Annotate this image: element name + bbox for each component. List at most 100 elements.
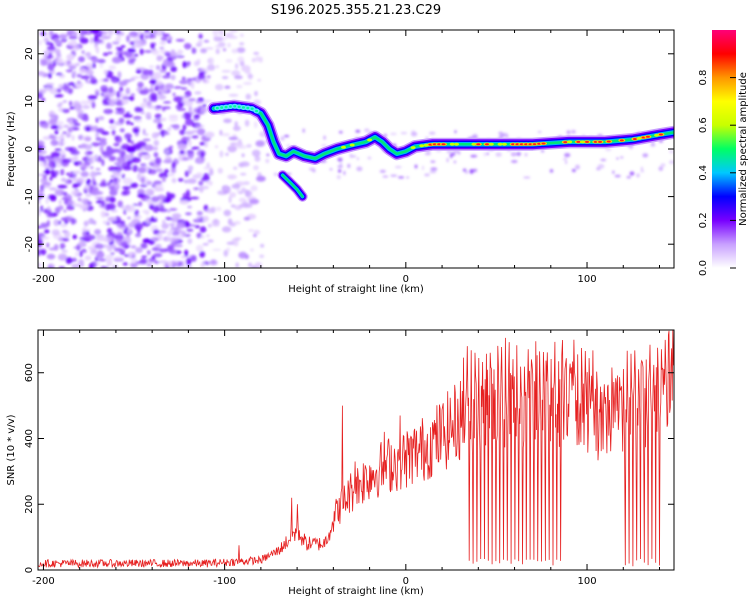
noise-blob bbox=[155, 80, 163, 86]
noise-blob bbox=[82, 237, 91, 243]
noise-blob bbox=[68, 35, 78, 40]
noise-blob bbox=[207, 239, 214, 243]
spectrogram-y-tick-label: -10 bbox=[24, 188, 35, 204]
noise-blob bbox=[97, 59, 106, 64]
noise-blob bbox=[134, 119, 143, 123]
noise-blob bbox=[505, 134, 509, 139]
figure-title: S196.2025.355.21.23.C29 bbox=[271, 3, 441, 18]
noise-blob bbox=[233, 125, 241, 131]
noise-blob bbox=[241, 187, 247, 193]
noise-blob bbox=[67, 63, 78, 69]
noise-blob bbox=[253, 121, 258, 129]
noise-blob bbox=[53, 219, 60, 227]
noise-blob bbox=[181, 76, 186, 81]
noise-blob bbox=[430, 160, 436, 164]
noise-blob bbox=[38, 173, 41, 177]
noise-blob bbox=[38, 200, 41, 205]
noise-blob bbox=[111, 129, 116, 136]
noise-blob bbox=[215, 48, 220, 55]
noise-blob bbox=[210, 259, 217, 265]
noise-blob bbox=[130, 122, 134, 126]
noise-blob bbox=[640, 166, 643, 170]
noise-blob bbox=[87, 201, 93, 205]
noise-blob bbox=[45, 197, 49, 205]
noise-blob bbox=[63, 124, 70, 128]
noise-blob bbox=[225, 59, 233, 63]
noise-blob bbox=[66, 30, 75, 35]
noise-blob bbox=[200, 107, 209, 113]
noise-blob bbox=[221, 70, 231, 73]
noise-blob bbox=[338, 169, 342, 173]
noise-blob bbox=[140, 242, 148, 249]
noise-blob bbox=[72, 127, 80, 131]
noise-blob bbox=[121, 101, 129, 105]
noise-blob bbox=[143, 144, 154, 152]
noise-blob bbox=[114, 187, 119, 192]
noise-blob bbox=[62, 108, 70, 113]
noise-blob bbox=[221, 226, 232, 233]
noise-blob bbox=[194, 225, 200, 229]
noise-blob bbox=[113, 247, 123, 251]
noise-blob bbox=[48, 160, 56, 168]
noise-blob bbox=[77, 161, 82, 165]
noise-blob bbox=[105, 197, 110, 202]
noise-blob bbox=[115, 30, 121, 35]
noise-blob bbox=[195, 244, 204, 252]
noise-blob bbox=[49, 30, 54, 36]
noise-blob bbox=[115, 36, 121, 42]
noise-blob bbox=[39, 224, 48, 229]
snr-x-tick-label: -100 bbox=[213, 576, 236, 587]
noise-blob bbox=[563, 158, 568, 161]
noise-blob bbox=[115, 135, 123, 143]
noise-blob bbox=[62, 100, 68, 103]
noise-blob bbox=[170, 168, 177, 174]
snr-x-tick-label: 0 bbox=[403, 576, 409, 587]
noise-blob bbox=[167, 209, 171, 213]
noise-blob bbox=[66, 172, 70, 176]
noise-blob bbox=[167, 260, 173, 268]
noise-blob bbox=[612, 170, 615, 174]
noise-blob bbox=[73, 70, 77, 77]
noise-blob bbox=[171, 161, 176, 169]
noise-blob bbox=[233, 221, 241, 225]
noise-blob bbox=[57, 103, 62, 108]
hotspot bbox=[228, 105, 232, 108]
noise-blob bbox=[152, 205, 160, 213]
hotspot bbox=[632, 138, 637, 141]
noise-blob bbox=[123, 209, 127, 215]
noise-blob bbox=[243, 81, 252, 85]
noise-blob bbox=[60, 168, 65, 176]
spectrogram-x-label: Height of straight line (km) bbox=[288, 284, 424, 295]
noise-blob bbox=[106, 42, 112, 50]
noise-blob bbox=[50, 125, 59, 129]
noise-blob bbox=[249, 198, 260, 205]
noise-blob bbox=[78, 259, 85, 266]
noise-blob bbox=[347, 163, 351, 169]
noise-blob bbox=[202, 215, 209, 222]
noise-blob bbox=[152, 72, 162, 80]
noise-blob bbox=[428, 131, 436, 135]
noise-blob bbox=[161, 222, 169, 230]
noise-blob bbox=[132, 203, 139, 207]
noise-blob bbox=[186, 61, 191, 66]
noise-blob bbox=[162, 33, 170, 37]
noise-blob bbox=[114, 256, 124, 260]
noise-blob bbox=[61, 249, 68, 253]
noise-blob bbox=[146, 264, 153, 267]
colorbar-label: Normalized spectral amplitude bbox=[738, 72, 749, 226]
noise-blob bbox=[131, 76, 140, 79]
noise-blob bbox=[194, 91, 202, 95]
spectrogram-heat-layer bbox=[38, 30, 674, 268]
noise-blob bbox=[109, 196, 116, 203]
noise-blob bbox=[190, 255, 197, 262]
noise-blob bbox=[116, 223, 126, 228]
noise-blob bbox=[135, 261, 143, 264]
noise-blob bbox=[110, 175, 115, 179]
noise-blob bbox=[239, 42, 245, 46]
noise-blob bbox=[124, 133, 132, 140]
noise-blob bbox=[54, 94, 64, 98]
noise-blob bbox=[81, 143, 87, 148]
noise-blob bbox=[244, 119, 250, 127]
noise-blob bbox=[66, 53, 75, 61]
noise-blob bbox=[253, 165, 259, 171]
